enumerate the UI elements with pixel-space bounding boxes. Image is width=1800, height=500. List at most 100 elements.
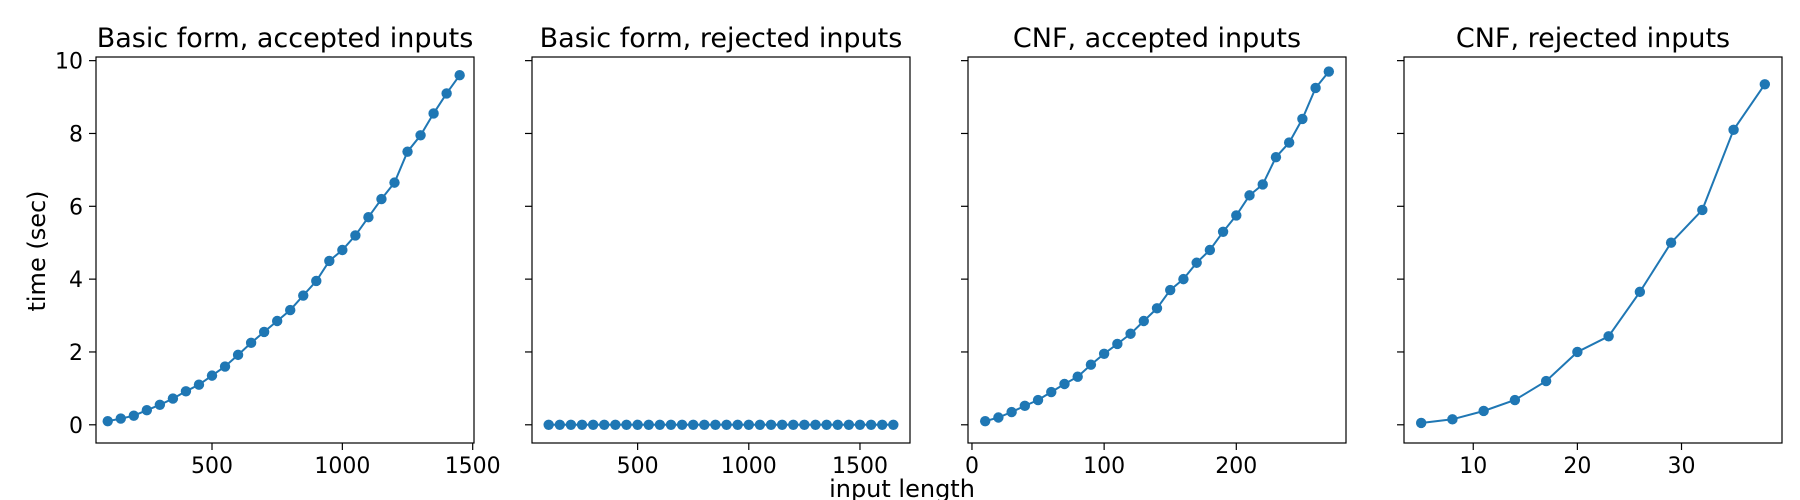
data-point — [776, 419, 788, 430]
data-point — [1085, 359, 1097, 370]
data-point — [154, 399, 166, 410]
data-point — [743, 419, 754, 430]
data-point — [1098, 348, 1110, 359]
x-axis-label: input length — [829, 475, 975, 500]
axes-frame — [1403, 56, 1783, 444]
data-point — [389, 177, 400, 188]
data-point — [688, 419, 699, 430]
x-tick-label: 1000 — [721, 454, 777, 479]
data-point — [710, 419, 721, 430]
data-point — [554, 419, 565, 430]
data-point — [843, 419, 855, 430]
data-point — [337, 244, 348, 256]
data-point — [1270, 151, 1282, 163]
data-point — [1231, 210, 1242, 221]
axes-frame — [531, 56, 911, 444]
data-point — [788, 419, 799, 430]
data-point — [1415, 417, 1427, 429]
series-line — [984, 70, 1330, 423]
x-tick-label: 10 — [1459, 454, 1487, 479]
data-point — [654, 419, 666, 430]
data-point — [1178, 273, 1189, 285]
data-point — [1603, 331, 1614, 342]
data-point — [193, 379, 205, 390]
x-tick-label: 100 — [1083, 454, 1125, 479]
data-point — [245, 337, 257, 349]
axes-frame — [967, 56, 1347, 444]
data-point — [1323, 66, 1335, 77]
data-point — [799, 419, 810, 430]
data-point — [1509, 394, 1521, 406]
data-point — [1112, 338, 1123, 350]
data-point — [1447, 414, 1458, 425]
data-point — [141, 405, 153, 416]
y-tick-label: 4 — [69, 268, 83, 293]
data-point — [180, 386, 192, 397]
subplot-4: CNF, rejected inputs 10 20 30 — [1397, 23, 1783, 479]
data-point — [415, 130, 426, 141]
data-point — [821, 419, 832, 430]
x-tick-label: 500 — [191, 454, 233, 479]
data-point — [1204, 244, 1216, 256]
data-point — [219, 361, 231, 372]
data-point — [1125, 328, 1136, 339]
data-point — [599, 419, 610, 430]
y-tick-label: 2 — [69, 341, 83, 366]
y-axis-label: time (sec) — [23, 190, 51, 311]
data-point — [1572, 346, 1583, 358]
data-point — [1032, 394, 1044, 406]
subplot-title: Basic form, rejected inputs — [540, 23, 903, 54]
data-point — [298, 290, 309, 301]
data-point — [1217, 226, 1229, 237]
subplot-title: CNF, accepted inputs — [1013, 23, 1301, 54]
data-point — [888, 419, 899, 430]
data-point — [1297, 113, 1308, 125]
data-point — [258, 326, 270, 338]
data-point — [565, 419, 577, 430]
data-point — [621, 419, 632, 430]
subplot-1: Basic form, accepted inputs 500 1000 1500 0 2… — [55, 23, 501, 479]
axes-frame — [95, 56, 475, 444]
data-point — [1165, 284, 1176, 296]
data-point — [1072, 371, 1083, 382]
data-point — [128, 410, 139, 421]
series-line — [1421, 83, 1766, 424]
data-point — [271, 315, 283, 327]
x-tick-label: 1500 — [832, 454, 888, 479]
data-point — [232, 349, 244, 361]
x-tick-label: 20 — [1563, 454, 1591, 479]
data-point — [665, 419, 677, 430]
data-point — [1257, 179, 1268, 190]
data-point — [765, 419, 777, 430]
data-point — [810, 419, 821, 430]
data-point — [721, 419, 732, 430]
data-point — [1478, 405, 1489, 417]
data-point — [1697, 204, 1708, 216]
data-point — [350, 230, 361, 241]
data-point — [865, 419, 877, 430]
subplot-2: Basic form, rejected inputs 500 1000 1500 — [525, 23, 911, 479]
data-point — [1665, 237, 1677, 248]
data-point — [1006, 406, 1017, 418]
x-tick-label: 0 — [965, 454, 979, 479]
data-point — [402, 146, 413, 157]
data-point — [1634, 286, 1646, 298]
x-tick-label: 500 — [617, 454, 659, 479]
y-tick-label: 6 — [69, 195, 83, 220]
data-point — [993, 412, 1004, 423]
x-tick-label: 1500 — [445, 454, 501, 479]
data-point — [676, 419, 688, 430]
data-point — [441, 88, 452, 99]
data-point — [854, 419, 866, 430]
subplot-3: CNF, accepted inputs 0 100 200 — [961, 23, 1347, 479]
data-point — [454, 70, 465, 81]
data-point — [115, 413, 126, 424]
data-point — [311, 275, 322, 287]
data-point — [632, 419, 643, 430]
x-tick-label: 200 — [1215, 454, 1257, 479]
x-tick-label: 30 — [1668, 454, 1696, 479]
data-point — [363, 212, 374, 223]
data-point — [699, 419, 710, 430]
subplot-title: Basic form, accepted inputs — [97, 23, 474, 54]
